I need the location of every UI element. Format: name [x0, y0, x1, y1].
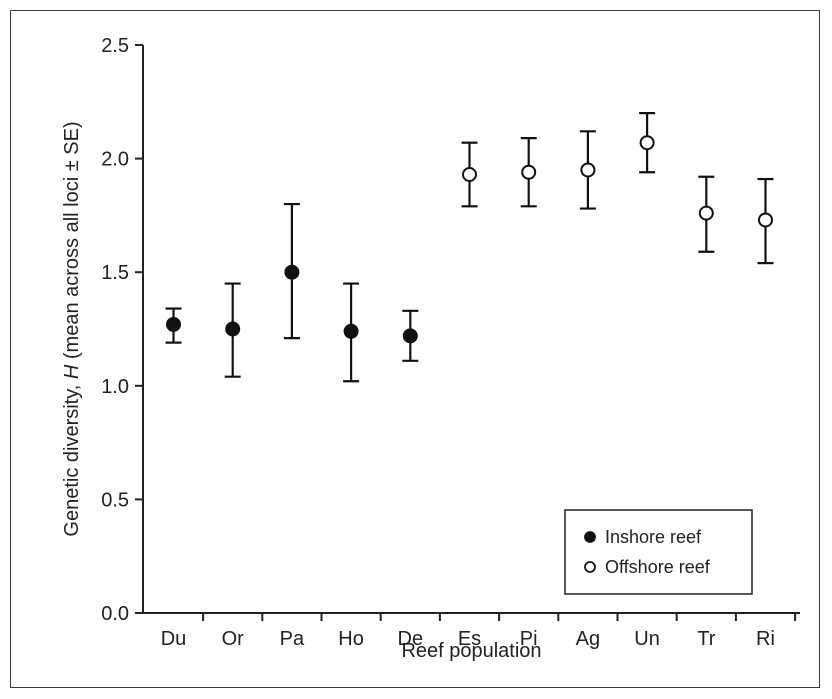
legend: Inshore reef Offshore reef: [564, 509, 753, 595]
x-tick-label: Ri: [756, 628, 775, 650]
legend-box: [564, 509, 753, 595]
x-tick-label: Du: [161, 628, 187, 650]
marker: [639, 135, 655, 151]
x-axis-title: Reef population: [401, 640, 541, 662]
y-tick-label: 0.5: [101, 489, 129, 511]
y-tick-label: 0.0: [101, 603, 129, 625]
x-tick-label: Ag: [576, 628, 600, 650]
data-point-tr: [698, 175, 715, 253]
data-point-un: [639, 112, 656, 174]
legend-marker: [584, 561, 596, 573]
data-point-de: [402, 309, 419, 362]
x-tick-label: Un: [634, 628, 660, 650]
x-tick-label: Pi: [520, 628, 538, 650]
marker: [580, 162, 596, 178]
x-tick-label: Or: [222, 628, 245, 650]
marker: [521, 164, 537, 180]
x-tick-label: Tr: [697, 628, 715, 650]
x-tick-label: Ho: [338, 628, 364, 650]
marker: [758, 212, 773, 228]
data-point-pi: [520, 137, 537, 208]
x-tick-label: Pa: [280, 628, 305, 650]
y-tick-label: 2.5: [101, 35, 129, 57]
axes: 0.0 0.5 1.0 1.5 2.0 2.5 Du Or Pa Ho De Es Pi Ag Un Tr Ri…: [61, 35, 800, 662]
legend-marker: [584, 531, 596, 543]
data-point-or: [224, 282, 241, 378]
y-tick-label: 1.0: [101, 376, 129, 398]
marker: [402, 328, 418, 344]
marker: [462, 167, 477, 183]
y-tick-label: 2.0: [101, 149, 129, 171]
y-tick-label: 1.5: [101, 262, 129, 284]
data-points: [165, 112, 774, 383]
data-point-ri: [757, 177, 774, 265]
data-point-es: [461, 141, 478, 208]
x-tick-label: Es: [458, 628, 481, 650]
data-point-ho: [343, 282, 360, 383]
marker: [284, 264, 300, 280]
data-point-ag: [579, 130, 596, 210]
marker: [698, 205, 714, 221]
y-axis-title: Genetic diversity, H (mean across all lo…: [61, 121, 83, 536]
marker: [166, 316, 181, 332]
x-tick-label: De: [398, 628, 424, 650]
marker: [225, 321, 241, 337]
marker: [343, 323, 359, 339]
legend-label: Inshore reef: [605, 527, 702, 547]
legend-label: Offshore reef: [605, 557, 711, 577]
data-point-du: [165, 307, 182, 344]
data-point-pa: [283, 202, 300, 340]
